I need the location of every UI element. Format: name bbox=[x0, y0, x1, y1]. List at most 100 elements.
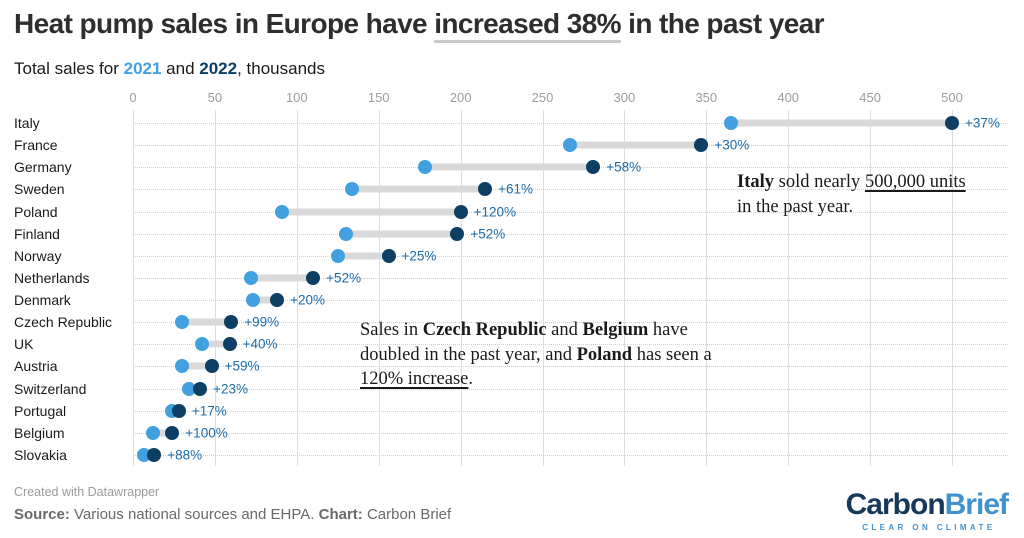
change-label: +37% bbox=[965, 115, 1000, 131]
dot-2021 bbox=[145, 425, 160, 440]
text-segment: Various national sources and EHPA. bbox=[69, 506, 319, 523]
row-guide-line bbox=[133, 432, 1008, 434]
range-bar bbox=[424, 163, 594, 171]
dot-2022 bbox=[381, 248, 396, 263]
country-label: Switzerland bbox=[14, 380, 87, 397]
row-guide-line bbox=[133, 189, 1008, 191]
dot-2021 bbox=[345, 182, 360, 197]
country-label: Czech Republic bbox=[14, 314, 113, 331]
range-bar bbox=[352, 185, 486, 193]
text-segment: 2021 bbox=[123, 59, 162, 78]
text-segment: in the past year. bbox=[737, 196, 854, 217]
country-label: Poland bbox=[14, 203, 58, 220]
text-segment: and bbox=[161, 59, 200, 78]
dot-2021 bbox=[175, 315, 190, 330]
text-segment: increased 38% bbox=[434, 8, 622, 43]
text-segment: 120% increase bbox=[360, 369, 469, 390]
source-line: Source: Various national sources and EHP… bbox=[14, 506, 451, 523]
change-label: +99% bbox=[244, 314, 280, 330]
axis-tick-label: 400 bbox=[777, 90, 800, 105]
row-guide-line bbox=[133, 211, 1008, 213]
row-guide-line bbox=[133, 388, 1008, 390]
country-label: UK bbox=[14, 336, 34, 353]
logo-tagline: CLEAR ON CLIMATE bbox=[862, 523, 996, 532]
row-guide-line bbox=[133, 344, 1008, 346]
range-bar bbox=[570, 141, 702, 149]
country-label: Norway bbox=[14, 247, 62, 264]
row-guide-line bbox=[133, 300, 1008, 302]
change-label: +58% bbox=[606, 159, 642, 175]
gridline bbox=[296, 110, 298, 466]
gridline bbox=[952, 110, 953, 466]
dot-2022 bbox=[204, 359, 219, 374]
range-bar bbox=[730, 119, 952, 127]
logo-wordmark: CarbonBrief bbox=[845, 488, 1009, 521]
text-segment: Sales in bbox=[360, 320, 423, 340]
range-bar bbox=[345, 230, 458, 238]
dot-2022 bbox=[306, 270, 321, 285]
dot-2022 bbox=[165, 425, 180, 440]
dot-2021 bbox=[175, 359, 190, 374]
country-label: Belgium bbox=[14, 424, 65, 441]
gridline bbox=[788, 110, 790, 466]
axis-tick-label: 0 bbox=[129, 90, 137, 105]
text-segment: Czech Republic bbox=[422, 320, 547, 340]
axis-tick-label: 150 bbox=[367, 90, 390, 105]
country-label: Portugal bbox=[14, 402, 67, 419]
text-segment: have doubled in the past year, and bbox=[360, 320, 688, 365]
text-segment: 2022 bbox=[199, 59, 238, 78]
dot-2022 bbox=[224, 315, 239, 330]
country-label: Denmark bbox=[14, 292, 71, 309]
dot-2022 bbox=[270, 293, 285, 308]
country-label: Italy bbox=[14, 115, 40, 131]
text-segment: , thousands bbox=[237, 59, 325, 78]
gridline bbox=[378, 110, 380, 466]
gridline bbox=[460, 110, 462, 466]
gridline bbox=[870, 110, 872, 466]
row-guide-line bbox=[133, 366, 1008, 368]
dot-2022 bbox=[193, 381, 208, 396]
change-label: +30% bbox=[714, 137, 750, 153]
dot-2021 bbox=[330, 248, 345, 263]
row-guide-line bbox=[133, 410, 1008, 412]
dot-2022 bbox=[586, 160, 601, 175]
text-segment: Italy bbox=[737, 172, 774, 192]
text-segment: . bbox=[468, 369, 474, 390]
range-bar bbox=[182, 362, 212, 370]
chart-title: Heat pump sales in Europe have increased… bbox=[14, 8, 1004, 43]
change-label: +61% bbox=[498, 181, 534, 197]
text-segment: Heat pump sales in Europe have bbox=[14, 8, 435, 39]
dot-2021 bbox=[338, 226, 353, 241]
annotation-doubled-sales: Sales in Czech Republic and Belgium have… bbox=[360, 318, 712, 392]
axis-tick-label: 300 bbox=[613, 90, 636, 105]
range-bar bbox=[250, 274, 314, 282]
dot-2022 bbox=[694, 138, 709, 153]
dot-2022 bbox=[147, 447, 162, 462]
change-label: +23% bbox=[213, 381, 249, 397]
axis-tick-label: 350 bbox=[695, 90, 718, 105]
change-label: +120% bbox=[473, 204, 517, 220]
change-label: +88% bbox=[167, 447, 203, 463]
logo-carbon-text: Carbon bbox=[845, 488, 946, 521]
gridline bbox=[706, 110, 708, 466]
row-guide-line bbox=[133, 123, 1008, 124]
text-segment: 500,000 units bbox=[864, 172, 966, 192]
country-label: Finland bbox=[14, 225, 60, 242]
row-guide-line bbox=[133, 233, 1008, 235]
change-label: +25% bbox=[401, 248, 437, 264]
text-segment: sold nearly bbox=[774, 172, 865, 192]
dot-2021 bbox=[181, 381, 196, 396]
text-segment: and bbox=[546, 320, 583, 340]
text-segment: Chart: bbox=[318, 506, 363, 523]
row-guide-line bbox=[133, 277, 1008, 279]
text-segment: Belgium bbox=[582, 320, 649, 340]
country-label: France bbox=[14, 137, 58, 154]
axis-tick-label: 500 bbox=[941, 90, 963, 105]
country-label: Netherlands bbox=[14, 269, 90, 286]
change-label: +17% bbox=[191, 403, 227, 419]
country-label: Slovakia bbox=[14, 446, 67, 463]
country-label: Germany bbox=[14, 159, 72, 176]
row-guide-line bbox=[133, 322, 1008, 324]
dot-2021 bbox=[563, 138, 578, 153]
